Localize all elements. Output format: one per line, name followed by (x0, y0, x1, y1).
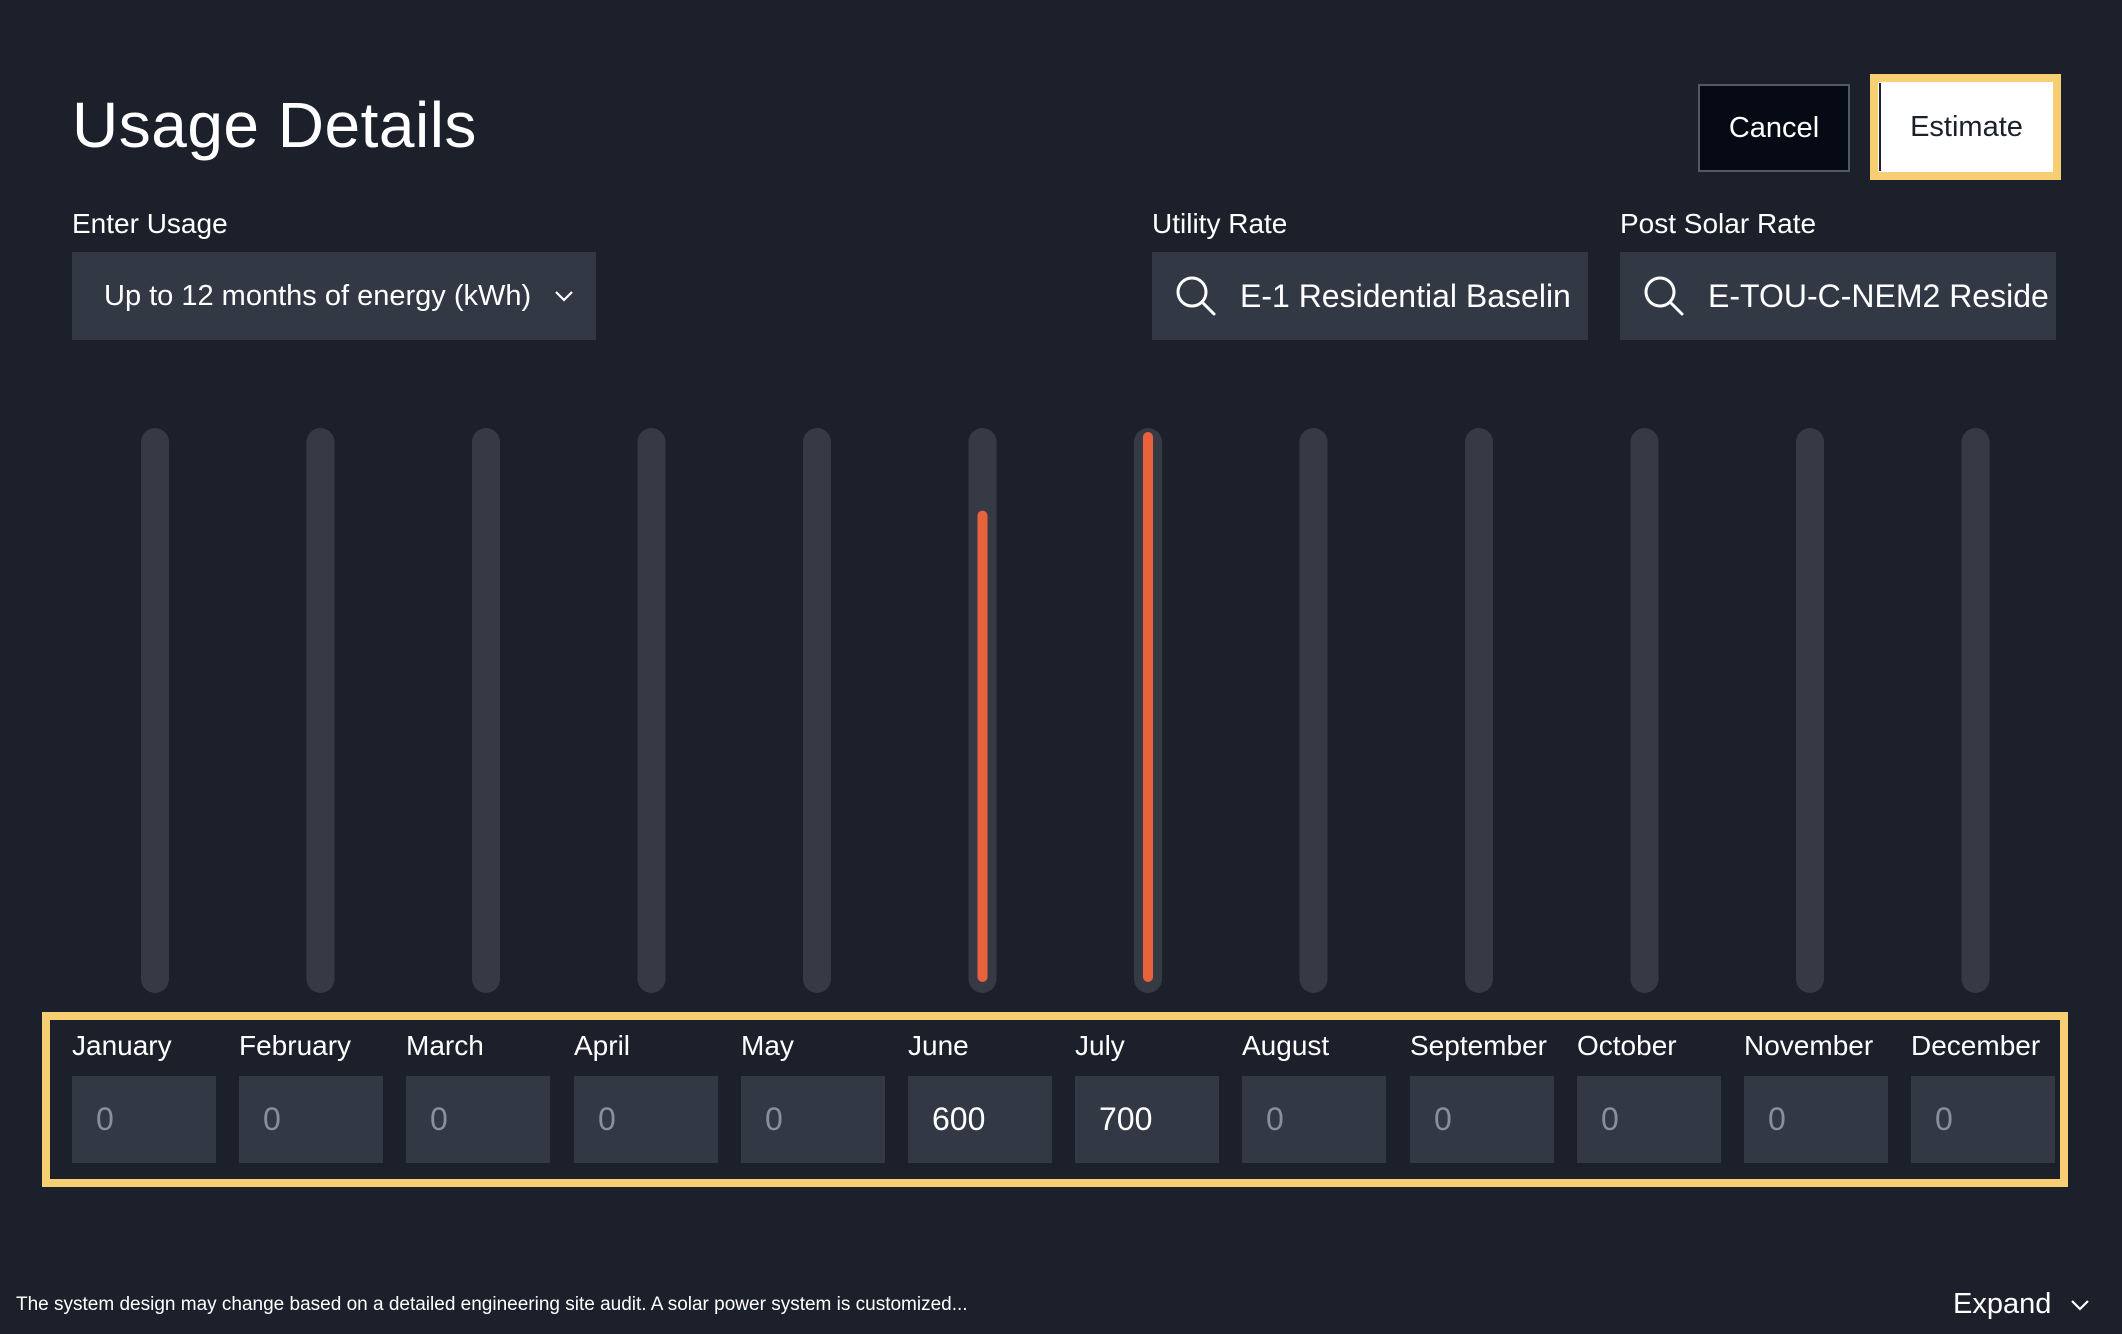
month-usage-input[interactable]: 0 (406, 1076, 550, 1163)
month-november: November 0 (1744, 1028, 1888, 1163)
month-usage-input[interactable]: 700 (1075, 1076, 1219, 1163)
bar-track-january (141, 428, 169, 993)
month-october: October 0 (1577, 1028, 1721, 1163)
month-june: June 600 (908, 1028, 1052, 1163)
disclaimer-text: The system design may change based on a … (16, 1294, 968, 1315)
enter-usage-label: Enter Usage (72, 208, 228, 239)
month-february: February 0 (239, 1028, 383, 1163)
bar-track-april (637, 428, 666, 993)
usage-select-value: Up to 12 months of energy (kWh) (104, 279, 532, 312)
bar-track-march (472, 428, 500, 993)
month-label: October (1577, 1030, 1677, 1061)
month-usage-input[interactable]: 0 (741, 1076, 885, 1163)
month-july: July 700 (1075, 1028, 1219, 1163)
month-usage-input[interactable]: 0 (1577, 1076, 1721, 1163)
search-icon (1644, 276, 1684, 316)
month-usage-input[interactable]: 0 (1911, 1076, 2055, 1163)
bar-track-february (306, 428, 335, 993)
utility-rate-input[interactable]: E-1 Residential Baselin (1152, 252, 1588, 340)
month-january: January 0 (72, 1028, 216, 1163)
bar-july (1143, 432, 1153, 982)
bar-track-may (803, 428, 831, 993)
month-label: March (406, 1030, 484, 1061)
month-august: August 0 (1242, 1028, 1386, 1163)
month-usage-input[interactable]: 0 (72, 1076, 216, 1163)
bar-track-september (1465, 428, 1493, 993)
month-usage-input[interactable]: 600 (908, 1076, 1052, 1163)
expand-label: Expand (1953, 1288, 2052, 1320)
chevron-down-icon (555, 291, 573, 302)
utility-rate-value: E-1 Residential Baselin (1240, 277, 1571, 314)
month-usage-input[interactable]: 0 (1744, 1076, 1888, 1163)
month-label: June (908, 1030, 969, 1061)
post-solar-rate-value: E-TOU-C-NEM2 Reside (1708, 277, 2049, 314)
bar-track-october (1630, 428, 1659, 993)
month-usage-input[interactable]: 0 (574, 1076, 718, 1163)
month-may: May 0 (741, 1028, 885, 1163)
cancel-button[interactable]: Cancel (1698, 84, 1850, 172)
chevron-down-icon (2071, 1299, 2090, 1311)
bar-track-november (1796, 428, 1824, 993)
search-icon (1176, 276, 1216, 316)
usage-bar-chart (141, 428, 1990, 993)
month-december: December 0 (1911, 1028, 2055, 1163)
month-march: March 0 (406, 1028, 550, 1163)
bar-june (977, 510, 988, 982)
post-solar-rate-input[interactable]: E-TOU-C-NEM2 Reside (1620, 252, 2056, 340)
month-usage-input[interactable]: 0 (1410, 1076, 1554, 1163)
month-september: September 0 (1410, 1028, 1554, 1163)
month-usage-input[interactable]: 0 (239, 1076, 383, 1163)
month-label: September (1410, 1030, 1547, 1061)
month-label: April (574, 1030, 631, 1061)
month-label: May (741, 1030, 794, 1061)
month-april: April 0 (574, 1028, 718, 1163)
page-title: Usage Details (72, 89, 477, 161)
estimate-button[interactable]: Estimate (1879, 83, 2052, 171)
bar-track-august (1299, 428, 1328, 993)
monthly-usage-inputs-highlight (42, 1012, 2068, 1187)
month-label: December (1911, 1030, 2041, 1061)
post-solar-rate-label: Post Solar Rate (1620, 208, 1817, 239)
month-usage-input[interactable]: 0 (1242, 1076, 1386, 1163)
month-label: July (1075, 1030, 1125, 1061)
bar-track-december (1961, 428, 1990, 993)
month-label: January (72, 1030, 172, 1061)
usage-select[interactable]: Up to 12 months of energy (kWh) (72, 252, 596, 340)
utility-rate-label: Utility Rate (1152, 208, 1288, 239)
month-label: August (1242, 1030, 1330, 1061)
expand-button[interactable]: Expand (1953, 1288, 2091, 1321)
month-label: February (239, 1030, 352, 1061)
month-label: November (1744, 1030, 1874, 1061)
